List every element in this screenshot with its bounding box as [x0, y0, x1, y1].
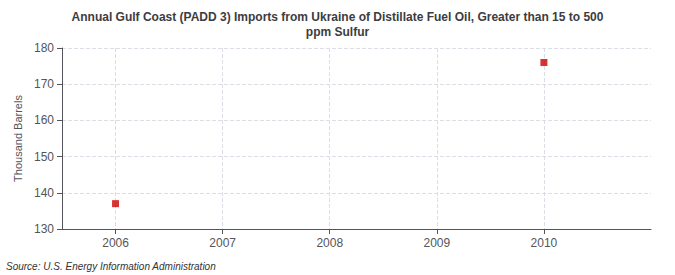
svg-text:180: 180 — [34, 41, 54, 55]
svg-text:2006: 2006 — [102, 236, 129, 250]
svg-text:Annual Gulf Coast (PADD 3) Imp: Annual Gulf Coast (PADD 3) Imports from … — [72, 10, 604, 24]
svg-text:ppm Sulfur: ppm Sulfur — [306, 25, 370, 39]
svg-text:Thousand Barrels: Thousand Barrels — [12, 95, 24, 182]
svg-text:2010: 2010 — [531, 236, 558, 250]
svg-text:2008: 2008 — [316, 236, 343, 250]
svg-text:160: 160 — [34, 113, 54, 127]
svg-text:130: 130 — [34, 222, 54, 236]
svg-text:Source: U.S. Energy Informatio: Source: U.S. Energy Information Administ… — [6, 261, 216, 272]
svg-text:150: 150 — [34, 150, 54, 164]
svg-text:140: 140 — [34, 186, 54, 200]
svg-text:170: 170 — [34, 77, 54, 91]
svg-text:2007: 2007 — [209, 236, 236, 250]
svg-text:2009: 2009 — [423, 236, 450, 250]
